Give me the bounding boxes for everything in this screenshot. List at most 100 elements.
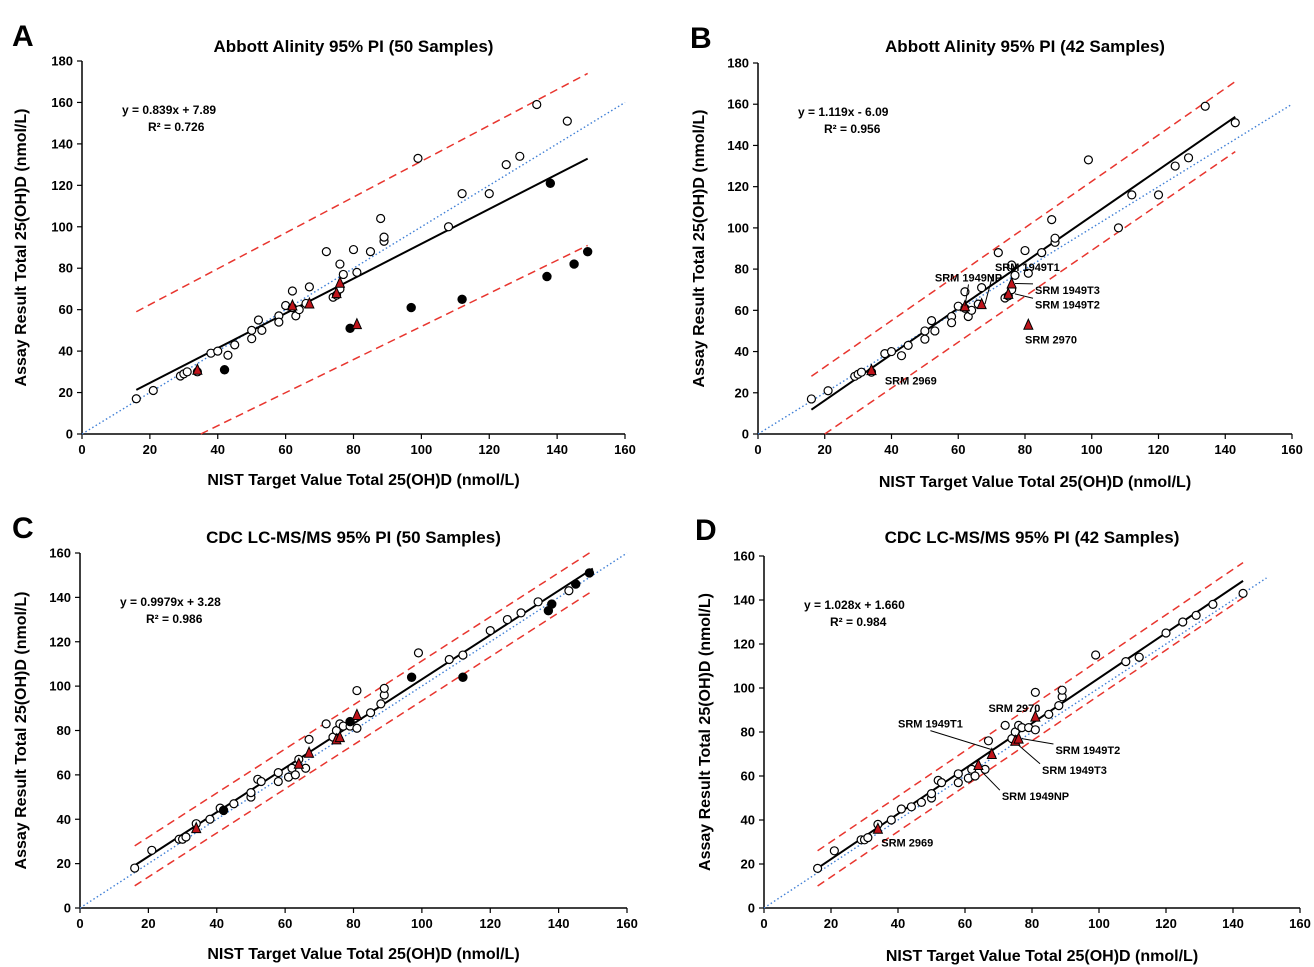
open-circle-point <box>502 614 512 625</box>
chart-title: CDC LC-MS/MS 95% PI (42 Samples) <box>885 528 1180 547</box>
y-tick-label: 0 <box>742 427 749 442</box>
triangle-point <box>293 757 305 769</box>
lower-prediction-interval-line <box>817 597 1244 887</box>
triangle-point <box>1030 709 1041 722</box>
x-tick-label: 160 <box>614 442 636 457</box>
y-tick-label: 0 <box>748 901 755 916</box>
x-tick-label: 80 <box>1025 916 1039 931</box>
y-tick-label: 0 <box>66 427 73 442</box>
x-tick-label: 60 <box>958 916 972 931</box>
panel-c: C CDC LC-MS/MS 95% PI (50 Samples) 0 20 40 60… <box>12 512 638 963</box>
triangle-point <box>976 297 987 310</box>
y-axis-label: Assay Result Total 25(OH)D (nmol/L) <box>13 592 30 870</box>
open-circle-point <box>1153 190 1164 200</box>
open-circle-point <box>484 189 494 199</box>
x-axis-label: NIST Target Value Total 25(OH)D (nmol/L) <box>886 948 1198 965</box>
open-circle-point <box>287 286 298 296</box>
chart-title: CDC LC-MS/MS 95% PI (50 Samples) <box>206 528 501 547</box>
open-circle-point <box>1083 155 1094 165</box>
open-circle-point <box>515 151 525 161</box>
x-tick-label: 60 <box>278 442 292 457</box>
y-tick-label: 120 <box>51 178 73 193</box>
y-axis-label: Assay Result Total 25(OH)D (nmol/L) <box>691 110 708 388</box>
open-circle-point <box>247 334 257 344</box>
triangle-point <box>986 747 998 759</box>
panel-b: B Abbott Alinity 95% PI (42 Samples) 0 20 40… <box>690 22 1303 491</box>
open-circle-point <box>1044 709 1054 720</box>
open-circle-point <box>1037 248 1047 258</box>
open-circle-point <box>274 317 284 327</box>
open-circle-point <box>443 222 454 232</box>
regression-line <box>810 115 1236 411</box>
y-tick-label: 100 <box>733 681 755 696</box>
y-tick-label: 180 <box>51 54 73 69</box>
y-tick-label: 160 <box>49 546 71 561</box>
panel-letter: D <box>695 514 717 547</box>
filled-circle-point <box>569 259 579 269</box>
open-circle-point <box>290 770 300 780</box>
x-tick-label: 60 <box>951 442 965 457</box>
open-circle-point <box>213 346 223 356</box>
srm-annotation-label: SRM 1949T1 <box>898 719 963 731</box>
panel-a: A Abbott Alinity 95% PI (50 Samples) 0 20 40… <box>12 20 636 489</box>
x-tick-label: 100 <box>1081 442 1103 457</box>
open-circle-point <box>896 351 907 361</box>
open-circle-point <box>916 797 927 808</box>
x-tick-label: 80 <box>1018 442 1032 457</box>
y-tick-label: 140 <box>727 138 749 153</box>
x-tick-label: 0 <box>76 916 83 931</box>
y-tick-label: 160 <box>51 95 73 110</box>
regression-equation: y = 0.839x + 7.89 <box>122 103 216 117</box>
x-tick-label: 160 <box>616 916 638 931</box>
open-circle-point <box>930 326 940 336</box>
srm-annotation-label: SRM 1949T2 <box>1035 299 1100 311</box>
triangle-point <box>334 276 346 288</box>
srm-annotation-label: SRM 2970 <box>988 703 1040 715</box>
y-tick-label: 80 <box>741 725 755 740</box>
open-circle-point <box>1208 599 1218 610</box>
annotation-leader-line <box>964 284 970 307</box>
lower-prediction-interval-line <box>134 590 594 887</box>
open-circle-point <box>1023 268 1033 278</box>
triangle-point <box>351 708 363 720</box>
open-circle-point <box>896 804 906 814</box>
open-circle-point <box>970 771 980 781</box>
open-circle-point <box>1054 700 1064 711</box>
open-circle-point <box>993 248 1003 258</box>
x-tick-label: 0 <box>754 442 761 457</box>
x-axis-label: NIST Target Value Total 25(OH)D (nmol/L) <box>207 946 519 963</box>
x-tick-label: 160 <box>1289 916 1311 931</box>
open-circle-point <box>182 367 192 377</box>
open-circle-point <box>352 723 362 733</box>
triangle-point <box>303 745 315 758</box>
srm-annotation-label: SRM 2969 <box>881 837 933 849</box>
open-circle-point <box>920 334 930 344</box>
x-tick-label: 0 <box>760 916 767 931</box>
triangle-point <box>331 286 342 299</box>
chart-title: Abbott Alinity 95% PI (50 Samples) <box>214 37 494 56</box>
y-tick-label: 40 <box>741 813 755 828</box>
open-circle-point <box>1178 617 1188 627</box>
panel-letter: A <box>12 20 34 53</box>
triangle-point <box>973 758 984 770</box>
open-circle-point <box>1121 656 1131 667</box>
open-circle-point <box>458 650 468 660</box>
annotation-leader-line <box>984 274 994 305</box>
y-tick-label: 120 <box>727 179 749 194</box>
x-tick-label: 140 <box>548 916 570 931</box>
filled-circle-point <box>457 294 467 305</box>
y-tick-label: 60 <box>735 303 749 318</box>
open-circle-point <box>1057 685 1067 695</box>
x-tick-label: 0 <box>78 442 85 457</box>
triangle-point <box>190 821 202 834</box>
srm-annotation-label: SRM 1949T3 <box>1042 765 1107 777</box>
triangle-point <box>287 298 298 311</box>
x-tick-label: 40 <box>210 916 224 931</box>
y-tick-label: 120 <box>49 634 71 649</box>
open-circle-point <box>273 768 283 778</box>
open-circle-point <box>247 325 257 335</box>
panel-letter: C <box>12 512 34 545</box>
open-circle-point <box>223 350 233 360</box>
upper-prediction-interval-line <box>810 80 1236 377</box>
open-circle-point <box>946 318 957 328</box>
